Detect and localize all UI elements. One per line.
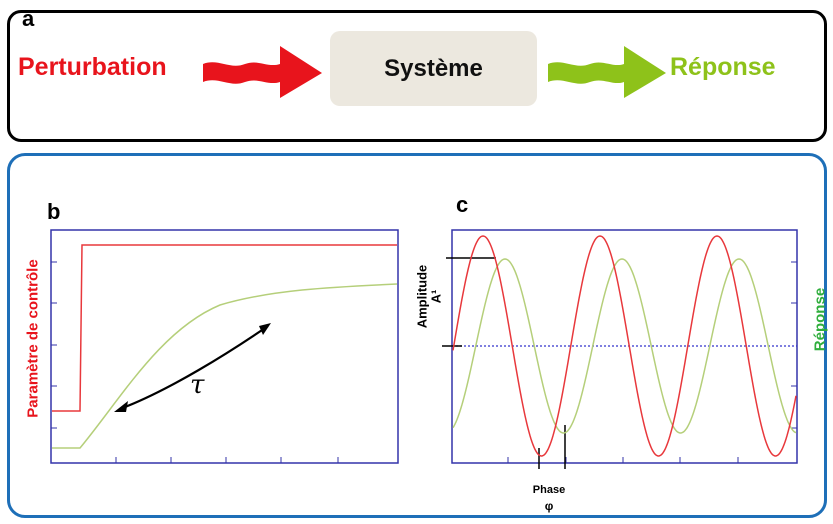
response-arrow [548, 46, 666, 98]
perturbation-label: Perturbation [18, 53, 167, 81]
amplitude-label: Amplitude [414, 264, 430, 329]
system-label: Système [384, 54, 483, 82]
panel-c-letter: c [456, 192, 469, 217]
panel-c-ticks [507, 261, 797, 463]
response-sine-curve [452, 258, 797, 434]
system-box: Système [330, 31, 537, 106]
tau-arrowhead-end [259, 323, 271, 335]
panel-b-letter: b [47, 199, 61, 224]
right-response-label: Réponse [811, 287, 829, 352]
perturbation-arrow [203, 46, 322, 98]
panel-b-ticks [51, 261, 339, 463]
panel-bc-frame [7, 153, 827, 518]
perturbation-sine-curve [452, 235, 797, 457]
response-relaxation-curve [52, 283, 398, 449]
tau-arrowhead-start [114, 401, 128, 412]
control-parameter-label: Paramètre de contrôle [24, 259, 42, 418]
tau-arrow [119, 325, 269, 411]
tau-symbol: τ [190, 370, 205, 400]
phase-label: Phase [532, 484, 566, 496]
response-label: Réponse [670, 53, 776, 81]
control-step-curve [52, 244, 397, 412]
panel-b-plot-area [50, 229, 399, 464]
amplitude-symbol: A¹ [428, 289, 444, 304]
phase-symbol: φ [544, 499, 554, 513]
panel-a-letter: a [22, 6, 35, 31]
